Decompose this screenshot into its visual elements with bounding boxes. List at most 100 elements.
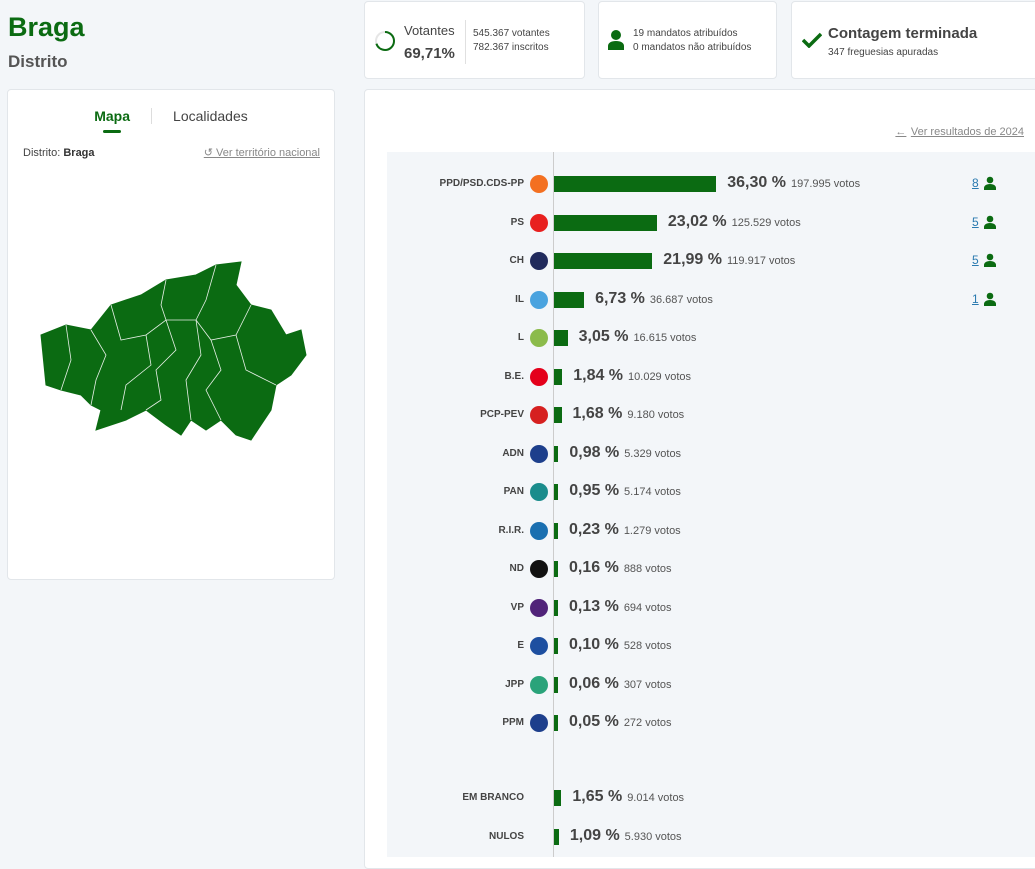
result-value: 0,05 % 272 votos	[569, 713, 672, 731]
count-status-card: Contagem terminada 347 freguesias apurad…	[791, 1, 1035, 79]
result-votes: 119.917 votos	[727, 255, 796, 267]
result-value: 0,13 % 694 votos	[569, 598, 672, 616]
page-subtitle: Distrito	[8, 52, 68, 71]
undo-icon: ↺	[203, 147, 213, 159]
result-value: 23,02 % 125.529 votos	[668, 213, 801, 231]
party-row: CH 21,99 % 119.917 votos 5	[387, 249, 1035, 273]
pan-logo	[527, 480, 551, 504]
party-name: IL	[515, 293, 524, 305]
seats-link[interactable]: 8	[972, 176, 979, 190]
result-percent: 36,30 %	[727, 174, 786, 191]
seats-unassigned: 0 mandatos não atribuídos	[633, 42, 752, 53]
party-row: ADN 0,98 % 5.329 votos	[387, 442, 1035, 466]
result-bar	[554, 330, 568, 346]
il-logo	[527, 288, 551, 312]
party-name: ADN	[502, 447, 524, 459]
result-votes: 1.279 votos	[623, 524, 681, 537]
party-name: L	[517, 332, 524, 343]
result-bar	[554, 214, 657, 231]
arrow-left-icon: ←	[895, 126, 907, 138]
party-name: PPD/PSD.CDS-PP	[439, 178, 524, 189]
party-name: ND	[509, 563, 524, 574]
result-bar	[554, 599, 558, 616]
voters-count: 545.367 votantes	[473, 28, 550, 39]
result-bar	[554, 790, 562, 806]
party-row: IL 6,73 % 36.687 votos 1	[387, 288, 1035, 312]
turnout-card: Votantes 69,71% 545.367 votantes 782.367…	[364, 1, 585, 79]
result-bar	[554, 522, 558, 539]
result-votes: 272 votos	[623, 717, 672, 729]
party-row: E 0,10 % 528 votos	[387, 634, 1035, 658]
result-value: 0,95 % 5.174 votos	[569, 482, 681, 500]
result-bar	[554, 715, 558, 731]
result-percent: 21,99 %	[663, 251, 722, 268]
result-percent: 1,84 %	[573, 366, 624, 384]
party-name: JPP	[505, 678, 524, 690]
result-percent: 6,73 %	[595, 289, 645, 307]
turnout-ring-icon	[375, 31, 395, 51]
result-percent: 0,98 %	[569, 443, 620, 461]
party-row: NULOS 1,09 % 5.930 votos	[387, 825, 1035, 849]
seats-link[interactable]: 1	[972, 291, 979, 306]
district-map[interactable]	[36, 260, 316, 445]
cdu-logo	[527, 403, 551, 427]
result-votes: 16.615 votos	[633, 332, 697, 344]
result-value: 1,65 % 9.014 votos	[572, 788, 684, 806]
result-value: 6,73 % 36.687 votos	[595, 290, 713, 308]
result-votes: 9.180 votos	[627, 409, 685, 421]
seats-link[interactable]: 5	[972, 253, 979, 267]
nova-direita-logo	[527, 557, 551, 581]
result-bar	[554, 291, 585, 308]
psd-cds-logo	[527, 172, 551, 196]
result-votes: 5.329 votos	[624, 447, 682, 460]
previous-results-link[interactable]: ← Ver resultados de 2024	[895, 122, 1024, 140]
party-name: PS	[510, 216, 524, 228]
result-bar	[554, 368, 563, 385]
chart-axis	[553, 152, 554, 857]
party-name: EM BRANCO	[462, 792, 524, 803]
party-row: VP 0,13 % 694 votos	[387, 596, 1035, 620]
tab-map[interactable]: Mapa	[73, 108, 151, 133]
result-percent: 23,02 %	[667, 212, 727, 230]
result-votes: 307 votos	[623, 678, 672, 691]
result-value: 1,84 % 10.029 votos	[573, 367, 691, 385]
party-row: L 3,05 % 16.615 votos	[387, 326, 1035, 350]
national-territory-link[interactable]: ↺ Ver território nacional	[204, 146, 320, 159]
ppm-logo	[527, 711, 551, 735]
result-votes: 36.687 votos	[649, 293, 713, 306]
result-bar	[554, 676, 558, 693]
result-value: 21,99 % 119.917 votos	[663, 251, 795, 269]
adn-logo	[527, 442, 551, 466]
result-bar	[554, 638, 558, 654]
jpp-logo	[527, 673, 551, 697]
district-label: Distrito:	[23, 147, 61, 159]
seats-card: 19 mandatos atribuídos 0 mandatos não at…	[598, 1, 777, 79]
result-value: 3,05 % 16.615 votos	[579, 328, 697, 346]
results-chart: PPD/PSD.CDS-PP 36,30 % 197.995 votos 8 PS 23,…	[387, 152, 1035, 857]
rir-logo	[527, 519, 551, 543]
result-value: 0,10 % 528 votos	[569, 636, 672, 654]
livre-logo	[527, 326, 551, 350]
result-votes: 888 votos	[623, 563, 672, 575]
party-name: PCP-PEV	[480, 409, 524, 420]
party-row: R.I.R. 0,23 % 1.279 votos	[387, 519, 1035, 543]
person-icon	[984, 253, 996, 272]
party-name: PPM	[502, 717, 524, 728]
result-votes: 197.995 votos	[790, 178, 861, 190]
ergue-te-logo	[527, 634, 551, 658]
result-bar	[554, 407, 562, 423]
party-row: PAN 0,95 % 5.174 votos	[387, 480, 1035, 504]
result-percent: 1,09 %	[569, 826, 620, 844]
person-icon	[984, 176, 996, 195]
party-name: PAN	[503, 486, 524, 497]
result-bar	[554, 445, 559, 462]
previous-results-label: Ver resultados de 2024	[910, 126, 1024, 138]
tab-localities[interactable]: Localidades	[173, 108, 248, 124]
result-value: 36,30 % 197.995 votos	[727, 174, 860, 192]
party-row: PPD/PSD.CDS-PP 36,30 % 197.995 votos 8	[387, 172, 1035, 196]
district-value: Braga	[63, 147, 95, 159]
result-votes: 9.014 votos	[627, 792, 685, 804]
party-row: PS 23,02 % 125.529 votos 5	[387, 211, 1035, 235]
seats-link[interactable]: 5	[972, 214, 979, 229]
result-votes: 5.930 votos	[624, 830, 682, 843]
